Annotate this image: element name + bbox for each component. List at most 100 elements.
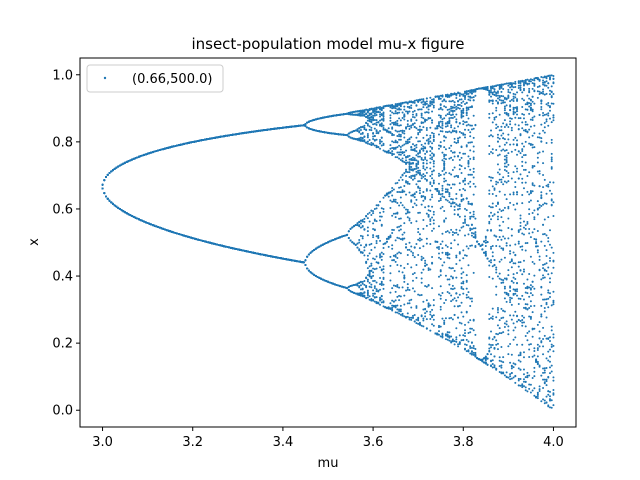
data-point <box>335 283 338 286</box>
data-point <box>179 143 182 146</box>
data-point <box>115 205 118 208</box>
data-point <box>366 217 369 220</box>
data-point <box>264 128 267 131</box>
data-point <box>370 214 373 216</box>
data-point <box>361 136 364 139</box>
data-point <box>124 211 127 214</box>
data-point <box>358 285 361 288</box>
data-point <box>221 244 224 247</box>
data-point <box>207 137 210 140</box>
data-point <box>351 130 354 133</box>
data-point <box>361 139 364 142</box>
data-point <box>358 282 361 285</box>
data-point <box>242 132 245 135</box>
data-point <box>323 279 326 282</box>
data-point <box>143 153 146 156</box>
data-point <box>250 251 253 254</box>
data-point <box>273 255 276 258</box>
data-point <box>146 222 149 225</box>
data-point <box>155 150 158 153</box>
data-point <box>252 251 255 254</box>
data-point <box>216 136 219 139</box>
data-point <box>356 114 359 117</box>
chart-title: insect-population model mu-x figure <box>191 35 464 53</box>
data-point <box>358 294 361 297</box>
data-point <box>359 219 362 222</box>
data-point <box>307 127 310 130</box>
data-point <box>141 154 144 157</box>
data-point <box>238 248 241 251</box>
data-point <box>200 139 203 142</box>
data-point <box>122 210 125 213</box>
data-point <box>366 280 369 283</box>
data-point <box>365 277 368 280</box>
data-point <box>191 141 194 144</box>
data-point <box>103 179 106 182</box>
data-point <box>222 245 225 248</box>
data-point <box>365 112 368 115</box>
data-point <box>122 162 125 165</box>
data-point <box>332 238 335 241</box>
data-point <box>366 267 369 270</box>
data-point <box>358 130 361 133</box>
data-point <box>229 134 232 137</box>
data-point <box>278 256 281 259</box>
data-point <box>344 286 347 289</box>
data-point <box>356 242 359 245</box>
data-point <box>366 296 369 299</box>
data-point <box>366 291 369 294</box>
data-point <box>292 259 295 262</box>
data-point <box>113 204 116 207</box>
data-point <box>335 237 338 240</box>
data-point <box>363 280 366 283</box>
data-point <box>229 246 232 249</box>
data-point <box>347 288 350 291</box>
data-point <box>136 156 139 159</box>
data-point <box>153 224 156 227</box>
data-point <box>264 254 267 257</box>
data-point <box>366 119 369 122</box>
data-point <box>342 113 345 116</box>
data-point <box>325 242 328 245</box>
data-point <box>183 142 186 145</box>
data-point <box>361 235 364 238</box>
data-point <box>311 250 314 253</box>
data-point <box>368 265 371 268</box>
data-point <box>174 144 177 147</box>
data-point <box>252 130 255 133</box>
data-point <box>368 120 371 123</box>
data-point <box>205 240 208 243</box>
data-point <box>144 153 147 156</box>
data-point <box>240 132 243 135</box>
data-point <box>131 214 134 217</box>
data-point <box>309 251 312 254</box>
data-point <box>311 272 314 275</box>
data-point <box>157 149 160 152</box>
data-point <box>359 226 362 229</box>
data-point <box>297 260 300 263</box>
data-point <box>216 243 219 246</box>
data-point <box>366 134 369 137</box>
data-point <box>347 135 350 138</box>
data-point <box>353 291 356 294</box>
data-point <box>349 111 352 114</box>
data-point <box>368 112 371 115</box>
data-point <box>351 241 354 244</box>
data-point <box>354 110 357 113</box>
data-point <box>285 258 288 261</box>
data-point <box>248 251 251 254</box>
data-point <box>174 231 177 234</box>
data-point <box>316 129 319 132</box>
data-point <box>155 225 158 228</box>
data-point <box>148 222 151 225</box>
data-point <box>356 222 359 225</box>
data-point <box>313 273 316 276</box>
data-point <box>365 260 368 263</box>
data-point <box>313 118 316 121</box>
data-point <box>358 137 361 140</box>
data-point <box>363 228 366 231</box>
data-point <box>266 254 269 257</box>
data-point <box>366 109 369 112</box>
data-point <box>158 226 161 229</box>
data-point <box>274 127 277 130</box>
